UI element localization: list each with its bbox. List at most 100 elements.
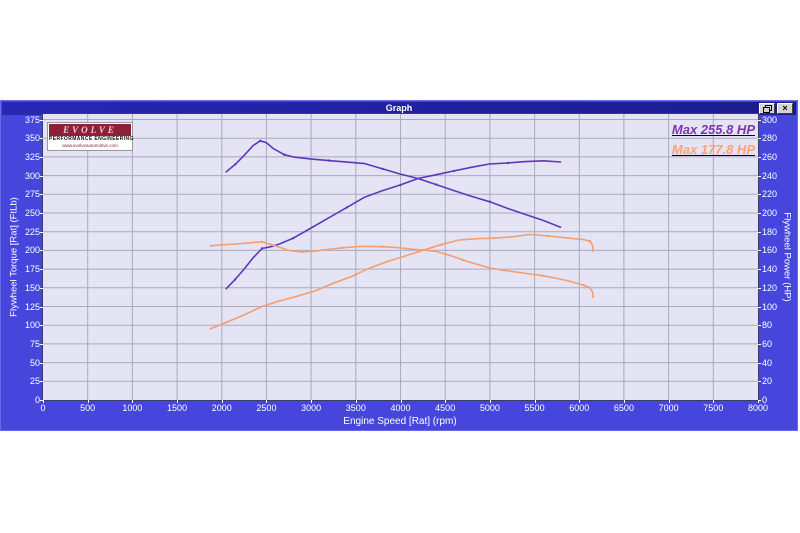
y-right-tick-label: 220 [762,189,778,200]
y-right-tick [758,325,761,327]
y-right-tick-label: 280 [762,133,778,144]
curve-marker [259,139,262,142]
curve-marker [341,246,344,249]
x-tick [43,400,44,403]
y-left-tick [40,325,43,327]
y-left-tick-label: 225 [24,226,40,237]
y-right-tick-label: 180 [762,226,778,237]
y-left-tick-label: 325 [24,151,40,162]
title-bar[interactable]: Graph × [2,102,796,115]
curve-marker [225,321,228,324]
y-left-tick [40,306,43,308]
curve-marker [399,183,402,187]
y-right-tick [758,343,761,345]
curve-marker [234,163,237,166]
x-tick [311,400,313,403]
y-right-tick-label: 300 [762,114,778,125]
curve-marker [292,237,295,240]
restore-button[interactable] [759,103,775,114]
titlebar-buttons: × [759,103,793,114]
y-left-tick-label: 125 [24,301,40,312]
chart-plot-area [42,113,759,401]
curve-marker [546,234,550,238]
y-left-tick [40,213,43,214]
y-right-tick [758,231,761,233]
x-tick-label: 6000 [569,403,590,413]
y-right-tick [758,362,761,364]
legend-max-hp-run2: Max 177.8 HP [672,140,755,160]
curve-marker [332,281,335,285]
y-left-tick [40,119,43,121]
curve-marker [385,260,389,263]
y-left-tick [40,138,43,140]
x-tick-label: 7500 [703,403,724,413]
curve-marker [283,153,286,156]
curve-run1-power [225,160,562,290]
y-left-tick-label: 300 [24,170,40,181]
close-button[interactable]: × [777,103,793,114]
brand-wordmark: EVOLVE [49,124,131,136]
curve-marker [493,237,496,240]
x-tick [355,400,357,403]
curve-marker [260,240,264,243]
legend-max-hp-run1: Max 255.8 HP [672,120,755,140]
y-left-tick-label: 100 [24,320,40,331]
y-left-tick [40,269,43,271]
y-right-tick [758,400,761,401]
y-right-tick-label: 120 [762,282,778,293]
curve-marker [260,247,264,250]
y-right-tick-label: 100 [762,301,778,312]
y-right-tick-label: 260 [762,151,778,162]
curve-marker [439,243,442,246]
y-left-tick [40,194,43,196]
y-left-tick [40,343,43,345]
y-left-tick-label: 275 [24,189,40,200]
x-tick [132,400,134,403]
x-tick [266,400,268,403]
x-tick-label: 3000 [301,403,322,413]
y-right-tick [758,119,761,121]
window-title: Graph [385,103,413,113]
x-tick-label: 5000 [479,403,500,413]
graph-window: Graph × EVOLVE PERFOR [0,100,798,431]
y-left-tick-label: 25 [29,376,40,387]
curve-marker [506,161,509,165]
y-right-tick [758,138,761,140]
y-right-tick [758,250,761,252]
x-tick [534,400,536,403]
x-tick [445,400,447,403]
y-right-tick [758,306,761,308]
x-tick [623,400,625,403]
y-right-tick-label: 200 [762,208,778,218]
y-right-tick-label: 80 [762,320,773,331]
x-tick [400,400,402,403]
x-tick [579,400,581,403]
y-left-tick-label: 350 [24,133,40,144]
legend: Max 255.8 HP Max 177.8 HP [672,120,755,160]
y-left-tick-label: 200 [24,245,40,256]
y-left-tick [40,231,43,233]
y-right-tick-label: 40 [762,357,773,368]
x-tick [177,400,179,403]
curve-marker [301,250,304,254]
curve-marker [381,245,384,248]
y-left-tick [40,156,43,158]
y-left-tick-label: 150 [24,282,40,293]
y-right-tick-label: 0 [762,395,768,405]
x-tick-label: 8000 [747,403,769,413]
curve-marker [345,206,349,209]
x-tick [668,400,670,403]
y-right-tick [758,156,761,158]
x-tick-label: 0 [40,403,46,413]
restore-icon [762,101,772,116]
x-tick-label: 1500 [167,403,188,413]
x-tick-label: 4500 [435,403,456,413]
y-right-tick [758,213,761,214]
curve-marker [435,183,438,186]
y-left-tick-label: 75 [29,338,40,349]
x-axis-title: Engine Speed [Rat] (rpm) [343,416,457,427]
y-right-tick [758,381,761,383]
y-right-tick-label: 240 [762,170,778,181]
y-left-tick [40,400,43,401]
x-tick [713,400,715,403]
